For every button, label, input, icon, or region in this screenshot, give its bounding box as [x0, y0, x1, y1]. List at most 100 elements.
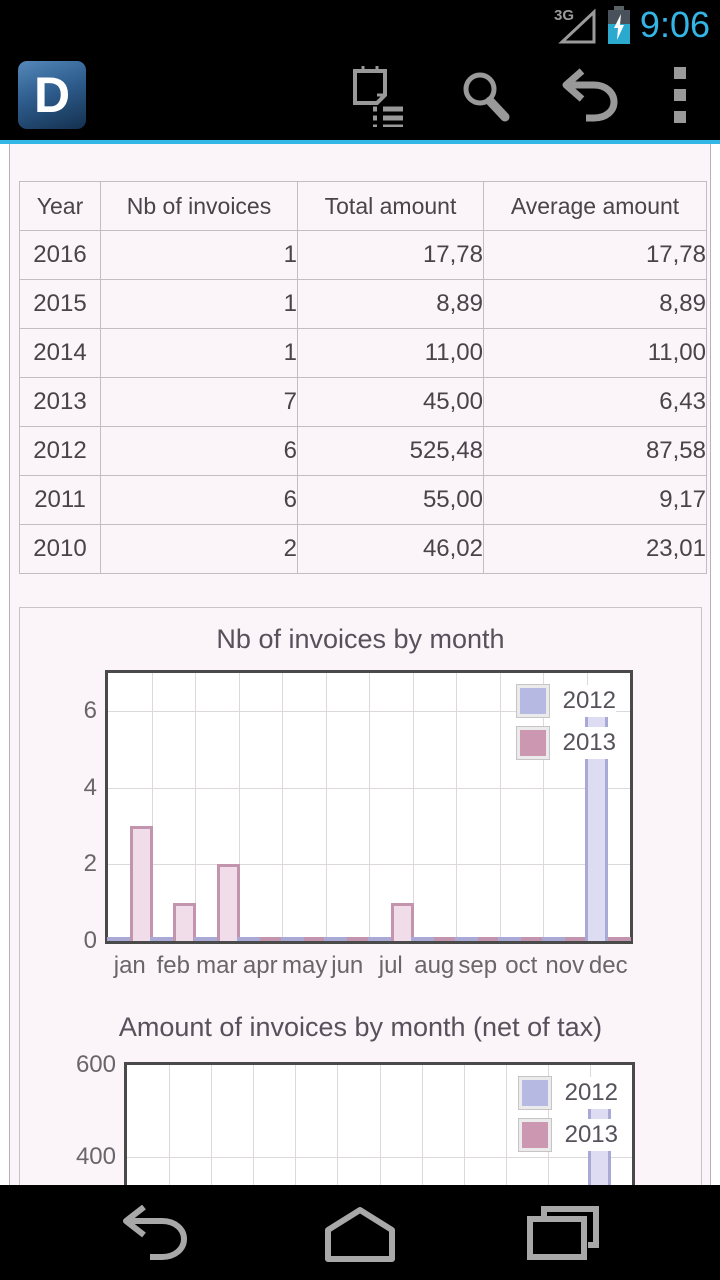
search-icon [463, 72, 510, 122]
status-clock: 9:06 [639, 4, 710, 45]
v-gridline [151, 673, 153, 941]
year-link[interactable]: 2016 [19, 230, 101, 280]
x-axis-label: feb [156, 952, 190, 979]
v-gridline [379, 1065, 381, 1185]
year-link[interactable]: 2014 [19, 328, 101, 378]
recents-icon [527, 1205, 600, 1260]
value-cell: 9,17 [483, 475, 707, 525]
legend-label: 2013 [562, 729, 616, 756]
bar-2012-apr [237, 937, 261, 941]
y-axis-label: 400 [75, 1143, 116, 1170]
v-gridline [456, 673, 457, 941]
plot-area: 2012 2013 [105, 670, 633, 944]
year-link[interactable]: 2011 [19, 475, 101, 525]
legend-item: 2012 [516, 685, 616, 717]
invoice-table-body: 2016 1 17,78 17,78 2015 1 8,89 8,89 2014 1 11,00 11… [19, 230, 707, 574]
v-gridline [463, 1065, 465, 1185]
legend-item: 2012 [518, 1077, 618, 1109]
value-cell: 1 [100, 328, 298, 378]
bar-2012-jul [367, 937, 391, 941]
legend-label: 2013 [564, 1121, 618, 1148]
value-cell: 8,89 [483, 279, 707, 329]
bar-2012-nov [541, 937, 565, 941]
v-gridline [211, 1065, 213, 1185]
search-button[interactable] [432, 50, 536, 140]
x-axis-label: nov [545, 952, 585, 979]
value-cell: 1 [100, 279, 298, 329]
chart2-amount-by-month: 201220130200400600janfebmaraprmayjunjula… [20, 1051, 701, 1185]
overflow-menu-button[interactable] [640, 50, 720, 140]
x-axis-label: mar [196, 952, 238, 979]
document-list-icon [353, 66, 403, 127]
x-axis-label: jan [113, 952, 146, 979]
x-axis-label: dec [588, 952, 628, 979]
value-cell: 46,02 [297, 524, 484, 574]
year-link[interactable]: 2015 [19, 279, 101, 329]
v-gridline [543, 673, 544, 941]
value-cell: 525,48 [297, 426, 484, 476]
v-gridline [238, 673, 240, 941]
year-link[interactable]: 2013 [19, 377, 101, 427]
v-gridline [505, 1065, 507, 1185]
status-bar: 3G 9:06 [0, 0, 720, 50]
x-axis-label: apr [242, 952, 278, 979]
home-icon [324, 1206, 395, 1262]
value-cell: 1 [100, 230, 298, 280]
value-cell: 17,78 [297, 230, 484, 280]
y-axis-label: 0 [83, 927, 97, 954]
recents-button[interactable] [503, 1185, 623, 1280]
v-gridline [253, 1065, 255, 1185]
v-gridline [325, 673, 327, 941]
bar-2013-may [303, 937, 327, 941]
legend-swatch-2012 [516, 685, 549, 717]
y-axis-label: 2 [83, 850, 97, 878]
chart-legend: 2012 2013 [518, 1077, 618, 1151]
table-row: 2011 6 55,00 9,17 [19, 475, 707, 525]
value-cell: 87,58 [483, 426, 707, 476]
x-axis-label: oct [505, 952, 538, 979]
bar-2013-jul [390, 903, 414, 941]
v-gridline [195, 673, 196, 941]
value-cell: 23,01 [483, 524, 707, 574]
undo-button[interactable] [536, 50, 640, 140]
battery-icon [607, 6, 630, 44]
table-row: 2012 6 525,48 87,58 [19, 426, 707, 476]
plot-area: 2012 2013 [124, 1062, 635, 1185]
document-list-button[interactable] [328, 50, 432, 140]
bar-2013-nov [564, 937, 588, 941]
webview-content[interactable]: Year Nb of invoices Total amount Average am… [0, 144, 720, 1185]
app-logo[interactable]: D [18, 61, 86, 129]
table-row: 2010 2 46,02 23,01 [19, 524, 707, 574]
value-cell: 6 [100, 426, 298, 476]
x-axis-label: may [282, 952, 328, 979]
back-button[interactable] [97, 1185, 217, 1280]
bar-2012-aug [411, 937, 435, 941]
charts-section: Nb of invoices by month 2012 2013 0 2 4 6 jan f… [19, 607, 702, 1185]
legend-swatch-2012 [518, 1077, 551, 1109]
home-button[interactable] [300, 1185, 420, 1280]
x-axis-label: jun [331, 952, 364, 979]
legend-label: 2012 [564, 1079, 618, 1106]
bar-2013-aug [434, 937, 458, 941]
year-link[interactable]: 2012 [19, 426, 101, 476]
actionbar-accent-line [0, 140, 720, 144]
overflow-menu-icon [674, 67, 686, 123]
bar-2012-jan [106, 937, 130, 941]
bar-2013-oct [521, 937, 545, 941]
table-row: 2013 7 45,00 6,43 [19, 377, 707, 427]
year-link[interactable]: 2010 [19, 524, 101, 574]
table-row: 2015 1 8,89 8,89 [19, 279, 707, 329]
value-cell: 11,00 [483, 328, 707, 378]
column-header: Year [19, 181, 101, 231]
chart1-title: Nb of invoices by month [216, 624, 505, 654]
back-icon [122, 1204, 187, 1260]
bar-2012-jun [324, 937, 348, 941]
value-cell: 2 [100, 524, 298, 574]
value-cell: 8,89 [297, 279, 484, 329]
column-header: Nb of invoices [100, 181, 298, 231]
bar-2013-dec [608, 937, 632, 941]
invoice-stats-table: Year Nb of invoices Total amount Average am… [19, 181, 707, 574]
bar-2012-may [280, 937, 304, 941]
y-axis-label: 4 [83, 773, 97, 801]
